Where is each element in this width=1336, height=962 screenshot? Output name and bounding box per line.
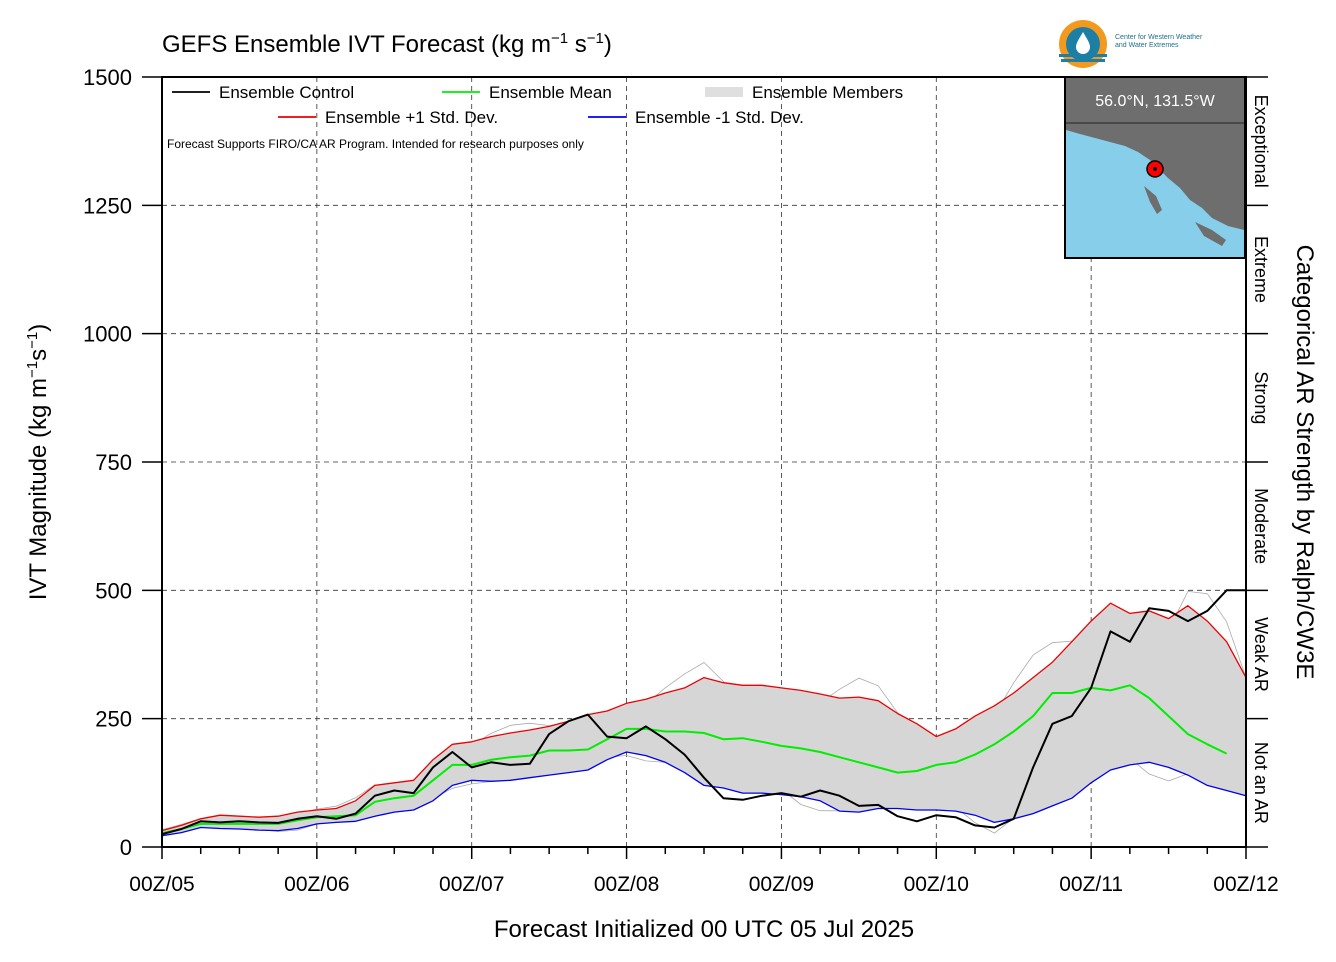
cw3e-logo: Center for Western Weather and Water Ext… [1057, 18, 1247, 72]
series-line-ensemble-1-std-dev [161, 602, 1247, 832]
chart-title: GEFS Ensemble IVT Forecast (kg m−1 s−1) [162, 30, 612, 59]
chart-title-text-2: s [568, 31, 587, 58]
chart-title-exponent: −1 [551, 30, 569, 47]
legend: Ensemble Control Ensemble Mean Ensemble Me… [172, 83, 903, 127]
logo-text: Center for Western Weather and Water Ext… [1115, 34, 1245, 50]
inset-map: 56.0°N, 131.5°W [1064, 76, 1246, 259]
inset-location-label: 56.0°N, 131.5°W [1095, 93, 1215, 110]
series-line-ensemble-1-std-dev [161, 751, 1247, 837]
ensemble-member-line-4 [161, 590, 1247, 831]
y-label-part-1: IVT Magnitude (kg m [25, 378, 52, 600]
chart-title-exponent-2: −1 [586, 30, 604, 47]
series-line-ensemble-control [161, 589, 1246, 836]
category-axis: Not an AR Weak AR Moderate Strong Extreme Exc… [1246, 76, 1271, 848]
inset-island [1144, 186, 1162, 214]
series-line-ensemble-mean [161, 684, 1228, 835]
std-dev-band [162, 603, 1246, 836]
category-label-2: Moderate [1251, 488, 1271, 564]
y-tick-label-4: 1000 [83, 322, 132, 347]
y-tick-label-5: 1250 [83, 193, 132, 218]
y-label-part-2: s [25, 349, 52, 361]
y-axis: 0 250 500 750 1000 1250 1500 [83, 65, 162, 860]
chart-title-text: GEFS Ensemble IVT Forecast (kg m [162, 31, 552, 58]
category-label-3: Strong [1251, 371, 1271, 424]
x-tick-label-4: 00Z/09 [749, 873, 814, 896]
category-axis-label: Categorical AR Strength by Ralph/CW3E [1291, 245, 1318, 680]
x-tick-label-2: 00Z/07 [439, 873, 504, 896]
x-tick-label-5: 00Z/10 [904, 873, 969, 896]
inset-land [1066, 78, 1244, 230]
location-marker-center [1153, 167, 1157, 171]
logo-text-line-2: and Water Extremes [1115, 42, 1179, 49]
category-label-1: Weak AR [1251, 617, 1271, 692]
inset-frame [1064, 76, 1246, 259]
category-label-5: Exceptional [1251, 95, 1271, 188]
y-label-exp-2: −1 [24, 332, 41, 349]
y-label-exp-1: −1 [24, 361, 41, 378]
legend-label-4: Ensemble -1 Std. Dev. [635, 108, 804, 127]
x-axis: 00Z/05 00Z/06 00Z/07 00Z/08 00Z/09 00Z/10 00Z/… [129, 847, 1279, 896]
x-tick-label-3: 00Z/08 [594, 873, 659, 896]
y-tick-label-3: 750 [95, 450, 132, 475]
logo-text-line-1: Center for Western Weather [1115, 34, 1203, 41]
water-drop-icon [1059, 20, 1107, 68]
legend-label-1: Ensemble Mean [489, 83, 612, 102]
y-axis-label: IVT Magnitude (kg m−1s−1) [24, 324, 52, 601]
legend-note: Forecast Supports FIRO/CA AR Program. In… [167, 137, 584, 151]
x-tick-label-7: 00Z/12 [1213, 873, 1278, 896]
y-tick-label-6: 1500 [83, 65, 132, 90]
category-label-0: Not an AR [1251, 742, 1271, 824]
y-tick-label-0: 0 [120, 835, 132, 860]
x-tick-label-0: 00Z/05 [129, 873, 194, 896]
x-tick-label-6: 00Z/11 [1059, 873, 1123, 896]
legend-label-2: Ensemble Members [752, 83, 903, 102]
category-label-4: Extreme [1251, 236, 1271, 303]
inset-island-2 [1195, 222, 1226, 246]
legend-label-3: Ensemble +1 Std. Dev. [325, 108, 498, 127]
x-axis-label: Forecast Initialized 00 UTC 05 Jul 2025 [494, 916, 914, 943]
x-tick-label-1: 00Z/06 [284, 873, 349, 896]
series-lines [161, 589, 1247, 837]
legend-label-0: Ensemble Control [219, 83, 354, 102]
y-tick-label-2: 500 [95, 578, 132, 603]
chart-title-text-3: ) [603, 31, 612, 58]
y-tick-label-1: 250 [95, 707, 132, 732]
y-label-part-3: ) [25, 324, 52, 332]
